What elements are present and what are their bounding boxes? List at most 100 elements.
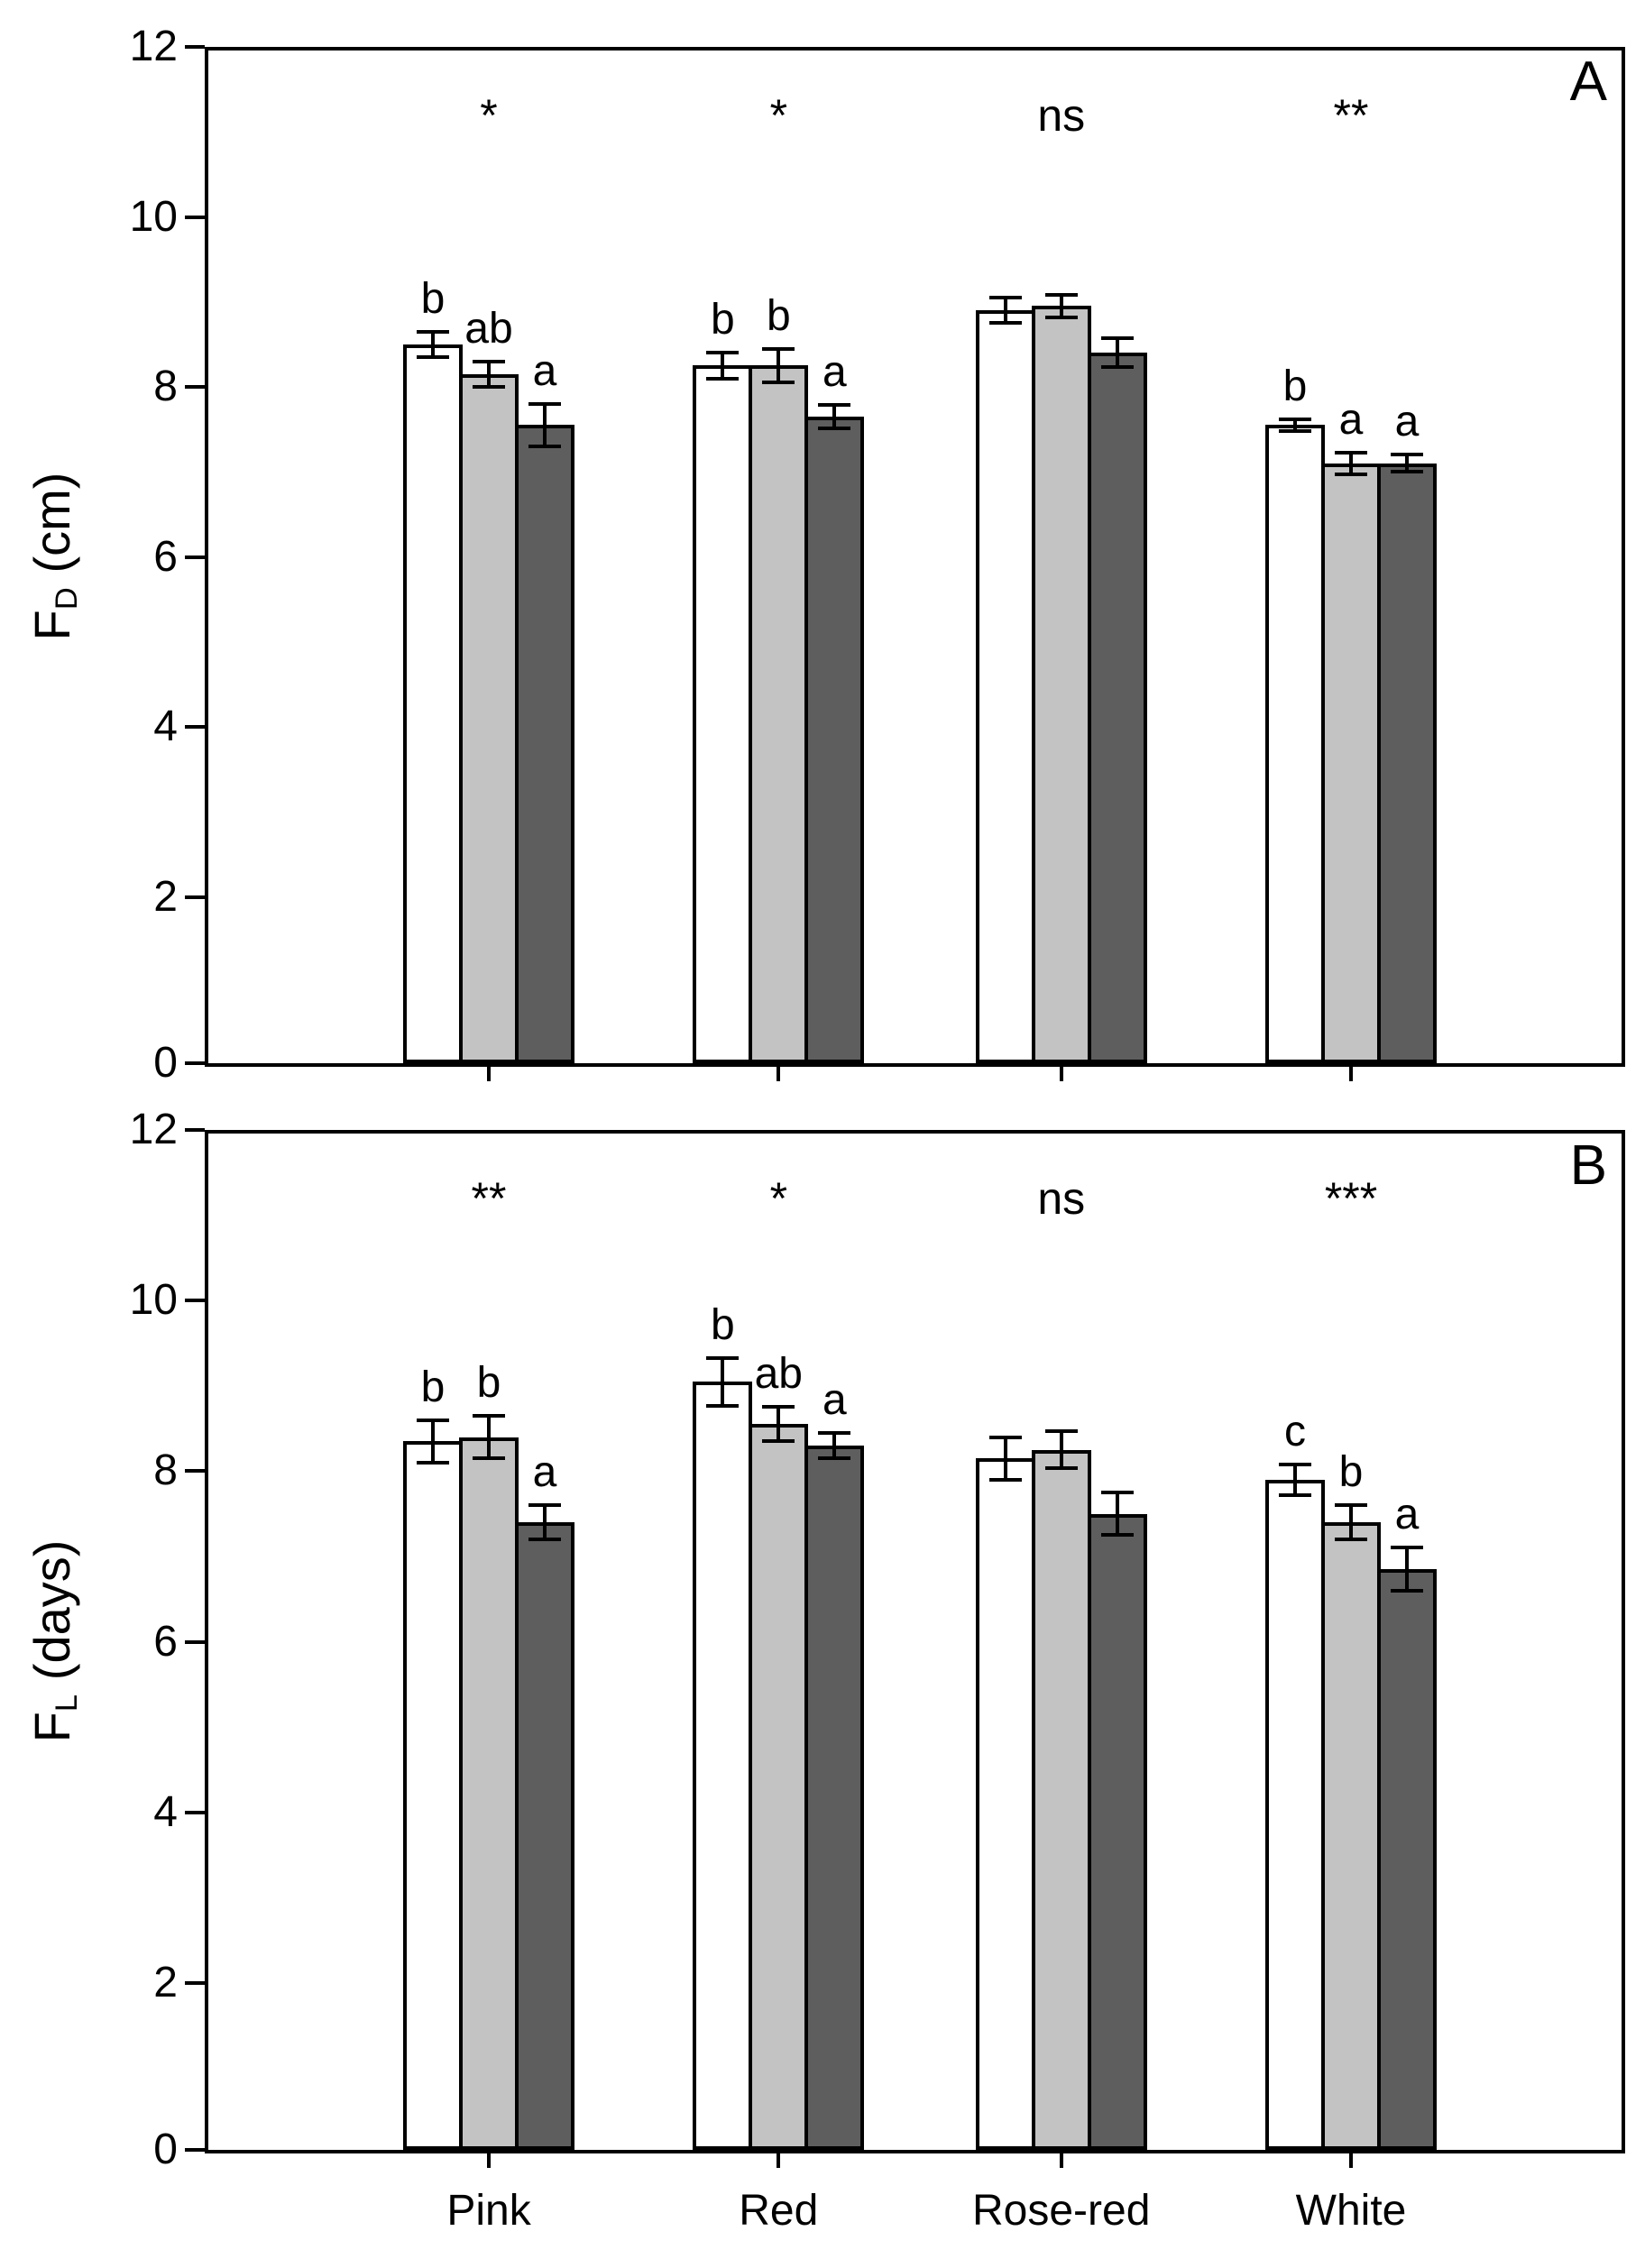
group-significance-marker: * <box>480 90 498 141</box>
error-bar <box>1293 1464 1298 1495</box>
y-axis-label-B-unit: (days) <box>23 1539 80 1681</box>
significance-letter: b <box>1338 1448 1364 1497</box>
significance-letter: ab <box>464 304 513 353</box>
error-bar <box>832 1432 837 1459</box>
y-axis-label-panel-A: FD (cm) <box>23 241 84 872</box>
error-bar-cap-top <box>528 1503 561 1508</box>
error-bar <box>487 361 491 387</box>
y-tick-label: 4 <box>153 1787 178 1836</box>
significance-letter: b <box>420 274 446 323</box>
x-axis-group-tick <box>777 2150 781 2168</box>
x-axis-group-tick <box>487 1063 491 1081</box>
y-axis-tick <box>185 1810 205 1814</box>
error-bar-cap-top <box>1100 1490 1134 1494</box>
y-tick-label: 8 <box>153 1446 178 1495</box>
error-bar-cap-bottom <box>473 385 505 389</box>
x-axis-group-tick <box>1059 2150 1063 2168</box>
error-bar-cap-top <box>1335 450 1368 455</box>
error-bar <box>543 403 547 446</box>
y-axis-tick <box>185 385 205 389</box>
y-tick-label: 4 <box>153 702 178 750</box>
bar-light-gray-white <box>1321 1522 1382 2150</box>
error-bar <box>1349 1505 1354 1539</box>
bar-white-white <box>1265 1479 1326 2150</box>
bar-white-pink <box>403 1441 463 2150</box>
error-bar <box>1003 1437 1007 1480</box>
bar-light-gray-pink <box>459 373 519 1063</box>
error-bar-cap-bottom <box>1391 1588 1424 1593</box>
error-bar <box>721 1357 725 1406</box>
error-bar <box>1115 338 1119 368</box>
significance-letter: a <box>1394 1491 1420 1539</box>
group-significance-marker: ns <box>1037 1173 1086 1224</box>
error-bar-cap-bottom <box>1044 1466 1078 1471</box>
bar-light-gray-red <box>749 365 809 1063</box>
error-bar <box>1405 1547 1410 1591</box>
error-bar <box>543 1505 547 1539</box>
group-significance-marker: ns <box>1037 90 1086 141</box>
significance-letter: a <box>1338 395 1364 444</box>
bar-white-rose-red <box>975 1458 1035 2150</box>
error-bar-cap-top <box>1044 1428 1078 1433</box>
error-bar-cap-top <box>417 1418 449 1422</box>
error-bar-cap-top <box>473 1413 505 1418</box>
bar-dark-gray-white <box>1377 1569 1438 2150</box>
error-bar-cap-top <box>528 401 561 406</box>
y-tick-label: 6 <box>153 1617 178 1666</box>
error-bar-cap-top <box>988 1435 1022 1439</box>
y-axis-label-A-main: F <box>23 610 80 641</box>
bar-dark-gray-rose-red <box>1087 353 1147 1063</box>
group-significance-marker: * <box>769 1173 788 1224</box>
significance-letter: b <box>476 1358 501 1407</box>
y-tick-label: 2 <box>153 1958 178 2006</box>
bar-dark-gray-rose-red <box>1087 1513 1147 2150</box>
error-bar-cap-top <box>818 402 851 407</box>
error-bar-cap-top <box>1391 453 1424 457</box>
error-bar <box>1003 298 1007 324</box>
error-bar-cap-bottom <box>1391 470 1424 474</box>
error-bar <box>1293 418 1298 431</box>
error-bar <box>1115 1492 1119 1536</box>
y-axis-tick <box>185 1980 205 1985</box>
significance-letter: b <box>710 1300 735 1349</box>
x-axis-group-tick <box>1059 1063 1063 1081</box>
error-bar <box>721 353 725 379</box>
y-axis-label-A-subscript: D <box>49 587 84 611</box>
error-bar-cap-bottom <box>528 1538 561 1541</box>
bar-dark-gray-red <box>804 1445 865 2150</box>
y-axis-tick <box>185 45 205 49</box>
y-tick-label: 10 <box>129 192 178 241</box>
x-axis-group-tick <box>1349 2150 1354 2168</box>
y-axis-tick <box>185 555 205 559</box>
error-bar-cap-top <box>1100 336 1134 341</box>
bar-white-rose-red <box>975 310 1035 1063</box>
significance-letter: a <box>822 1375 847 1424</box>
error-bar-cap-top <box>1391 1546 1424 1550</box>
error-bar-cap-top <box>1279 417 1312 421</box>
bar-light-gray-white <box>1321 463 1382 1063</box>
y-axis-tick <box>185 895 205 899</box>
y-tick-label: 8 <box>153 363 178 410</box>
error-bar <box>431 331 435 357</box>
y-axis-label-A-unit: (cm) <box>23 472 80 574</box>
significance-letter: b <box>766 291 791 340</box>
error-bar <box>1059 1430 1063 1469</box>
error-bar-cap-top <box>818 1430 851 1435</box>
error-bar-cap-top <box>1279 1462 1312 1466</box>
x-category-label-pink: Pink <box>446 2187 531 2235</box>
y-tick-label: 0 <box>153 2126 178 2173</box>
error-bar-cap-top <box>1044 293 1078 298</box>
bar-dark-gray-pink <box>515 425 574 1063</box>
y-tick-label: 12 <box>129 1106 178 1153</box>
error-bar <box>1349 452 1354 475</box>
error-bar-cap-bottom <box>1335 473 1368 477</box>
significance-letter: b <box>1282 362 1308 410</box>
error-bar-cap-bottom <box>988 321 1022 326</box>
significance-letter: a <box>532 346 557 395</box>
x-category-label-red: Red <box>739 2187 819 2235</box>
group-significance-marker: * <box>769 90 788 141</box>
group-significance-marker: *** <box>1324 1173 1378 1224</box>
error-bar <box>431 1419 435 1463</box>
bar-white-pink <box>403 344 463 1063</box>
